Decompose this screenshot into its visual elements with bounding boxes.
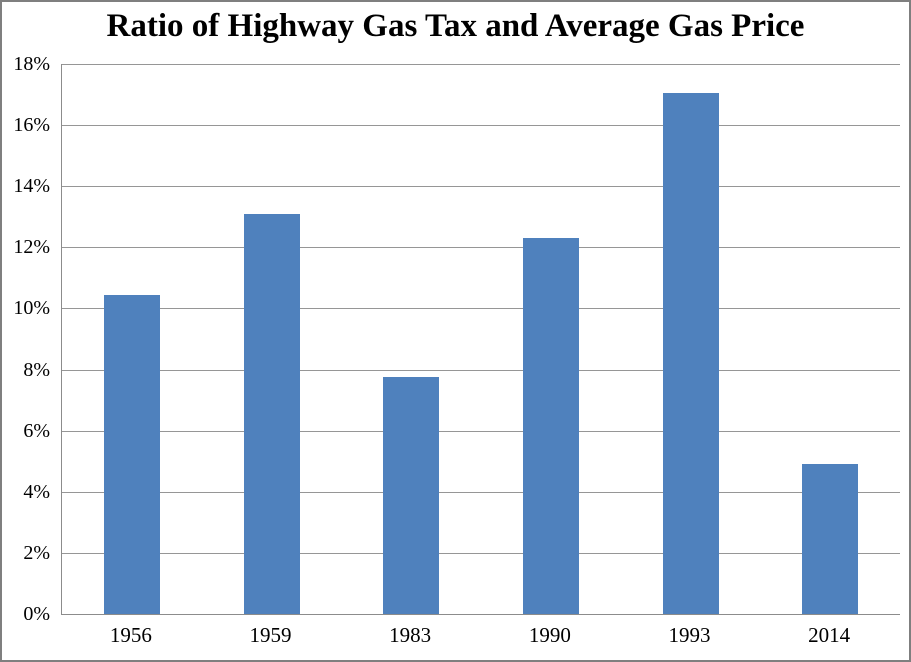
bar-1983 (383, 377, 440, 614)
gridline-8% (62, 369, 900, 371)
gridline-14% (62, 186, 900, 188)
chart-title: Ratio of Highway Gas Tax and Average Gas… (106, 8, 805, 44)
bar-1956 (103, 294, 160, 614)
x-tick-label-2014: 2014 (808, 623, 851, 647)
y-tick-label-4%: 4% (23, 480, 50, 503)
x-tick-label-1990: 1990 (528, 623, 571, 647)
y-tick-label-14%: 14% (13, 175, 50, 198)
plot-area (61, 64, 900, 615)
y-tick-label-16%: 16% (13, 114, 50, 137)
y-tick-label-12%: 12% (13, 236, 50, 259)
gridline-18% (62, 64, 900, 65)
gridline-16% (62, 125, 900, 127)
gridline-6% (62, 430, 900, 432)
x-tick-label-1959: 1959 (249, 623, 292, 647)
y-tick-label-2%: 2% (23, 541, 50, 564)
y-tick-label-18%: 18% (13, 53, 50, 75)
x-tick-label-1983: 1983 (389, 623, 432, 647)
bar-1993 (662, 93, 719, 614)
bar-1990 (522, 238, 579, 614)
x-tick-label-1956: 1956 (109, 623, 152, 647)
bar-1959 (243, 213, 300, 614)
y-tick-label-10%: 10% (13, 297, 50, 320)
gridline-4% (62, 491, 900, 493)
bar-2014 (802, 464, 859, 614)
y-tick-label-0%: 0% (23, 603, 50, 625)
x-tick-label-1993: 1993 (668, 623, 711, 647)
y-tick-label-6%: 6% (23, 419, 50, 442)
gridline-2% (62, 552, 900, 554)
gridline-10% (62, 308, 900, 310)
y-tick-label-8%: 8% (23, 358, 50, 381)
gridline-12% (62, 247, 900, 249)
